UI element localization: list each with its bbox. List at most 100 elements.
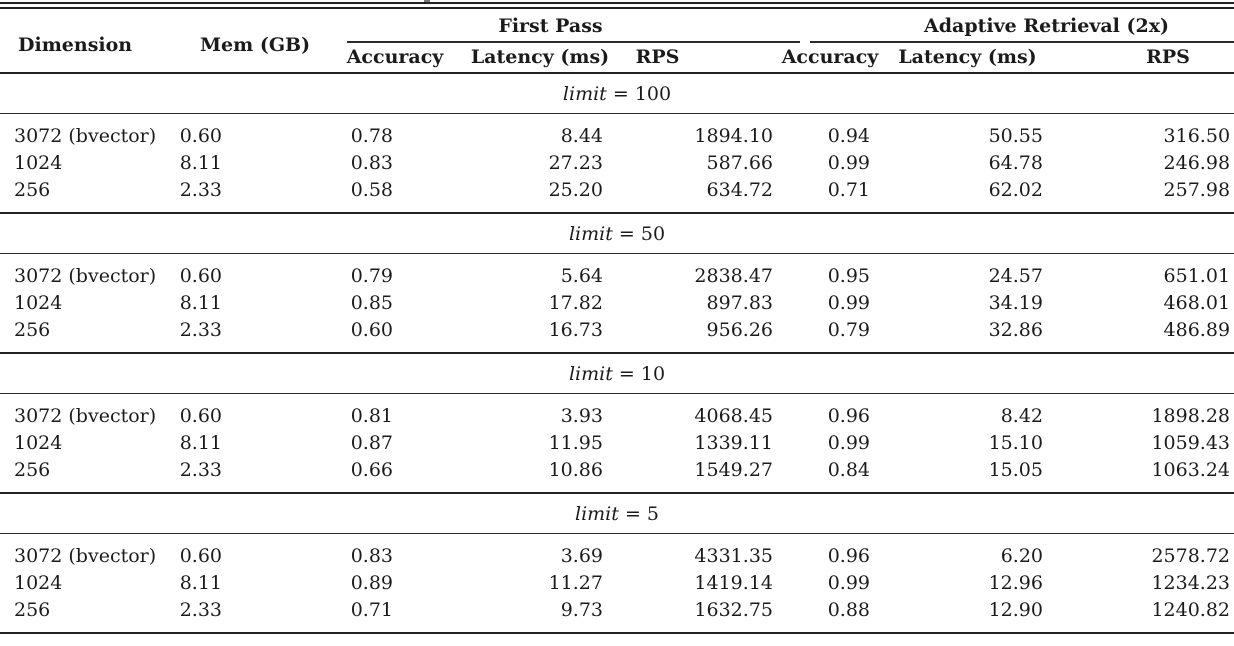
- section-header-row: limit = 5: [0, 493, 1234, 534]
- cell-fp-rps: 1632.75: [610, 596, 775, 634]
- cell-fp-latency: 11.95: [548, 431, 603, 454]
- section-header-row: limit = 50: [0, 213, 1234, 254]
- first-pass-underline-rule: [347, 41, 800, 43]
- table-row: 3072 (bvector) 0.60 0.78 8.44 1894.10 0.…: [0, 114, 1234, 150]
- cell-ar-accuracy: 0.99: [827, 431, 870, 454]
- cell-fp-accuracy: 0.81: [350, 404, 393, 427]
- cell-ar-rps: 1898.28: [1151, 404, 1231, 427]
- cell-fp-latency: 17.82: [548, 291, 603, 314]
- section-header-row: limit = 10: [0, 353, 1234, 394]
- cell-dimension: 3072 (bvector): [14, 544, 157, 567]
- cell-ar-rps: 1234.23: [1151, 571, 1231, 594]
- cell-fp-rps: 1419.14: [694, 571, 773, 594]
- cell-mem: 2.33: [175, 596, 280, 634]
- cell-mem: 8.11: [179, 431, 222, 454]
- cell-fp-latency: 9.73: [420, 596, 610, 634]
- cell-fp-latency: 3.93: [560, 404, 603, 427]
- cell-fp-latency: 16.73: [420, 316, 610, 354]
- cell-fp-accuracy: 0.79: [350, 264, 393, 287]
- cell-ar-accuracy: 0.99: [827, 571, 870, 594]
- cell-dimension: 1024: [14, 571, 63, 594]
- cell-mem: 0.60: [179, 404, 222, 427]
- cell-ar-latency: 62.02: [885, 176, 1050, 214]
- cell-fp-latency: 3.69: [560, 544, 603, 567]
- cell-mem: 0.60: [179, 264, 222, 287]
- section-limit-50: limit = 50 3072 (bvector) 0.60 0.79 5.64…: [0, 213, 1234, 354]
- col-header-ar-rps: RPS: [1050, 42, 1234, 74]
- table-row: 1024 8.11 0.83 27.23 587.66 0.99 64.78 2…: [0, 149, 1234, 176]
- cell-dimension: 3072 (bvector): [14, 124, 157, 147]
- col-header-fp-rps: RPS: [610, 42, 775, 74]
- cell-fp-latency: 27.23: [548, 151, 603, 174]
- cell-fp-rps: 1894.10: [694, 124, 773, 147]
- col-header-mem: Mem (GB): [200, 34, 311, 56]
- cell-fp-rps: 4068.45: [694, 404, 773, 427]
- cell-ar-latency: 12.90: [885, 596, 1050, 634]
- cell-fp-latency: 10.86: [420, 456, 610, 494]
- table-row: 256 2.33 0.58 25.20 634.72 0.71 62.02 25…: [0, 176, 1234, 214]
- cell-fp-accuracy: 0.78: [350, 124, 393, 147]
- cell-ar-latency: 15.05: [885, 456, 1050, 494]
- table-row: 256 2.33 0.71 9.73 1632.75 0.88 12.90 12…: [0, 596, 1234, 634]
- cell-fp-accuracy: 0.66: [280, 456, 420, 494]
- section-limit-5: limit = 5 3072 (bvector) 0.60 0.83 3.69 …: [0, 493, 1234, 634]
- cell-dimension: 1024: [14, 431, 63, 454]
- table-row: 3072 (bvector) 0.60 0.83 3.69 4331.35 0.…: [0, 534, 1234, 570]
- group-header-row: Dimension Mem (GB) First Pass Adaptive R…: [0, 8, 1234, 57]
- cell-ar-latency: 6.20: [1000, 544, 1043, 567]
- cell-ar-latency: 32.86: [885, 316, 1050, 354]
- col-header-ar-accuracy: Accuracy: [775, 42, 885, 74]
- cell-mem: 2.33: [175, 456, 280, 494]
- section-limit-100: limit = 100 3072 (bvector) 0.60 0.78 8.4…: [0, 73, 1234, 214]
- cell-ar-rps: 257.98: [1050, 176, 1234, 214]
- col-header-ar-latency: Latency (ms): [885, 42, 1050, 74]
- cell-dimension: 256: [0, 456, 175, 494]
- section-header-row: limit = 100: [0, 73, 1234, 114]
- section-limit-label: limit = 10: [0, 353, 1234, 394]
- cell-fp-accuracy: 0.87: [350, 431, 393, 454]
- cell-ar-accuracy: 0.95: [827, 264, 870, 287]
- cell-ar-rps: 1059.43: [1151, 431, 1231, 454]
- cropped-caption-artifact: [424, 0, 430, 2]
- results-table-wrapper: Dimension Mem (GB) First Pass Adaptive R…: [0, 2, 1234, 634]
- cell-fp-rps: 2838.47: [694, 264, 773, 287]
- cell-fp-rps: 587.66: [706, 151, 773, 174]
- cell-ar-rps: 1240.82: [1050, 596, 1234, 634]
- group-header-first-pass: First Pass: [498, 14, 603, 37]
- cell-dimension: 256: [0, 596, 175, 634]
- cell-ar-rps: 316.50: [1163, 124, 1231, 147]
- cell-fp-accuracy: 0.85: [350, 291, 393, 314]
- cell-ar-latency: 34.19: [988, 291, 1043, 314]
- cell-ar-latency: 15.10: [988, 431, 1043, 454]
- table-row: 3072 (bvector) 0.60 0.79 5.64 2838.47 0.…: [0, 254, 1234, 290]
- cell-ar-accuracy: 0.84: [775, 456, 885, 494]
- cell-dimension: 1024: [14, 151, 63, 174]
- section-limit-label: limit = 100: [0, 73, 1234, 114]
- cell-ar-accuracy: 0.99: [827, 151, 870, 174]
- cell-ar-accuracy: 0.96: [827, 544, 870, 567]
- cell-ar-accuracy: 0.94: [827, 124, 870, 147]
- cell-ar-latency: 24.57: [988, 264, 1043, 287]
- cell-fp-accuracy: 0.83: [350, 151, 393, 174]
- cell-ar-rps: 486.89: [1050, 316, 1234, 354]
- table-header: Dimension Mem (GB) First Pass Adaptive R…: [0, 8, 1234, 74]
- subcolumn-header-row: Accuracy Latency (ms) RPS Accuracy Laten…: [0, 42, 1234, 74]
- cell-ar-rps: 246.98: [1163, 151, 1231, 174]
- group-header-adaptive-retrieval: Adaptive Retrieval (2x): [923, 14, 1170, 37]
- cell-dimension: 1024: [14, 291, 63, 314]
- table-row: 1024 8.11 0.85 17.82 897.83 0.99 34.19 4…: [0, 289, 1234, 316]
- table-row: 1024 8.11 0.87 11.95 1339.11 0.99 15.10 …: [0, 429, 1234, 456]
- cell-ar-latency: 50.55: [988, 124, 1043, 147]
- cell-fp-rps: 1339.11: [694, 431, 773, 454]
- cell-ar-rps: 651.01: [1163, 264, 1231, 287]
- cell-ar-rps: 1063.24: [1050, 456, 1234, 494]
- cell-dimension: 3072 (bvector): [14, 404, 157, 427]
- cell-fp-latency: 11.27: [548, 571, 603, 594]
- cell-ar-latency: 64.78: [988, 151, 1043, 174]
- col-header-dimension: Dimension: [18, 34, 133, 56]
- cell-mem: 8.11: [179, 151, 222, 174]
- cell-fp-rps: 1549.27: [610, 456, 775, 494]
- cell-mem: 2.33: [175, 176, 280, 214]
- table-row: 1024 8.11 0.89 11.27 1419.14 0.99 12.96 …: [0, 569, 1234, 596]
- table-row: 3072 (bvector) 0.60 0.81 3.93 4068.45 0.…: [0, 394, 1234, 430]
